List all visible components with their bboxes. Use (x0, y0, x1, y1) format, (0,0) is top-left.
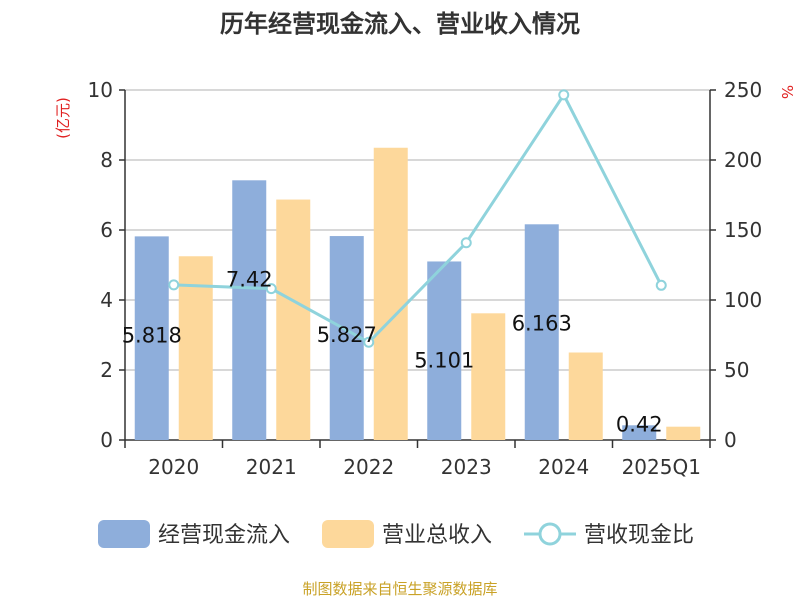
right-axis-tick-label: 200 (724, 148, 762, 172)
left-axis-tick-label: 2 (100, 358, 113, 382)
left-axis-tick-label: 10 (88, 78, 113, 102)
bar-data-label: 6.163 (512, 311, 572, 335)
right-axis-tick-label: 100 (724, 288, 762, 312)
legend-label: 经营现金流入 (158, 523, 290, 548)
left-axis-tick-label: 8 (100, 148, 113, 172)
bar (568, 352, 603, 440)
ratio-point (265, 283, 277, 295)
legend-item: 营业总收入 (322, 520, 492, 548)
x-axis-tick-label: 2025Q1 (622, 455, 701, 479)
right-axis-tick-label: 0 (724, 428, 737, 452)
left-axis-tick-label: 6 (100, 218, 113, 242)
ratio-point (460, 237, 472, 249)
bar (134, 236, 169, 440)
bar (373, 147, 408, 440)
bar (276, 199, 311, 440)
legend: 经营现金流入 营业总收入 营收现金比 (98, 520, 694, 548)
left-axis-tick-label: 0 (100, 428, 113, 452)
bar-data-label: 5.818 (122, 323, 182, 347)
bar-data-label: 7.42 (226, 267, 273, 291)
legend-item: 经营现金流入 (98, 520, 290, 548)
bar (524, 224, 559, 440)
bar (427, 261, 462, 440)
data-labels: 5.818 7.42 5.827 5.101 6.163 0.42 (122, 267, 663, 436)
right-axis-tick-label: 150 (724, 218, 762, 242)
ratio-point (168, 279, 180, 291)
source-footer: 制图数据来自恒生聚源数据库 (302, 580, 497, 598)
x-axis-tick-label: 2023 (441, 455, 492, 479)
legend-item: 营收现金比 (524, 522, 694, 548)
grid-lines (125, 89, 710, 371)
bar (471, 313, 506, 440)
legend-marker (538, 522, 562, 546)
bar (622, 425, 657, 440)
right-axis-unit-label: % (778, 85, 796, 99)
left-axis-tick-label: 4 (100, 288, 113, 312)
bars (134, 147, 701, 441)
legend-label: 营收现金比 (584, 523, 694, 548)
line-series-layer (168, 89, 667, 348)
ratio-line (173, 91, 663, 345)
bar-data-label: 5.827 (317, 323, 377, 347)
left-axis-unit-label: (亿元) (54, 97, 72, 139)
ratio-point (655, 279, 667, 291)
ratio-point (363, 336, 375, 348)
bar (666, 426, 701, 440)
x-axis-tick-label: 2021 (246, 455, 297, 479)
legend-swatch (322, 520, 374, 548)
x-axis-tick-label: 2022 (343, 455, 394, 479)
bar-data-label: 5.101 (414, 348, 474, 372)
right-axis-tick-label: 50 (724, 358, 749, 382)
ratio-point (558, 89, 570, 101)
x-axis-tick-label: 2020 (148, 455, 199, 479)
bar-data-label: 0.42 (616, 412, 663, 436)
chart-title: 历年经营现金流入、营业收入情况 (220, 10, 580, 38)
legend-label: 营业总收入 (382, 523, 492, 548)
bar (232, 180, 267, 441)
legend-swatch (98, 520, 150, 548)
x-axis-tick-label: 2024 (538, 455, 589, 479)
right-axis-tick-label: 250 (724, 78, 762, 102)
